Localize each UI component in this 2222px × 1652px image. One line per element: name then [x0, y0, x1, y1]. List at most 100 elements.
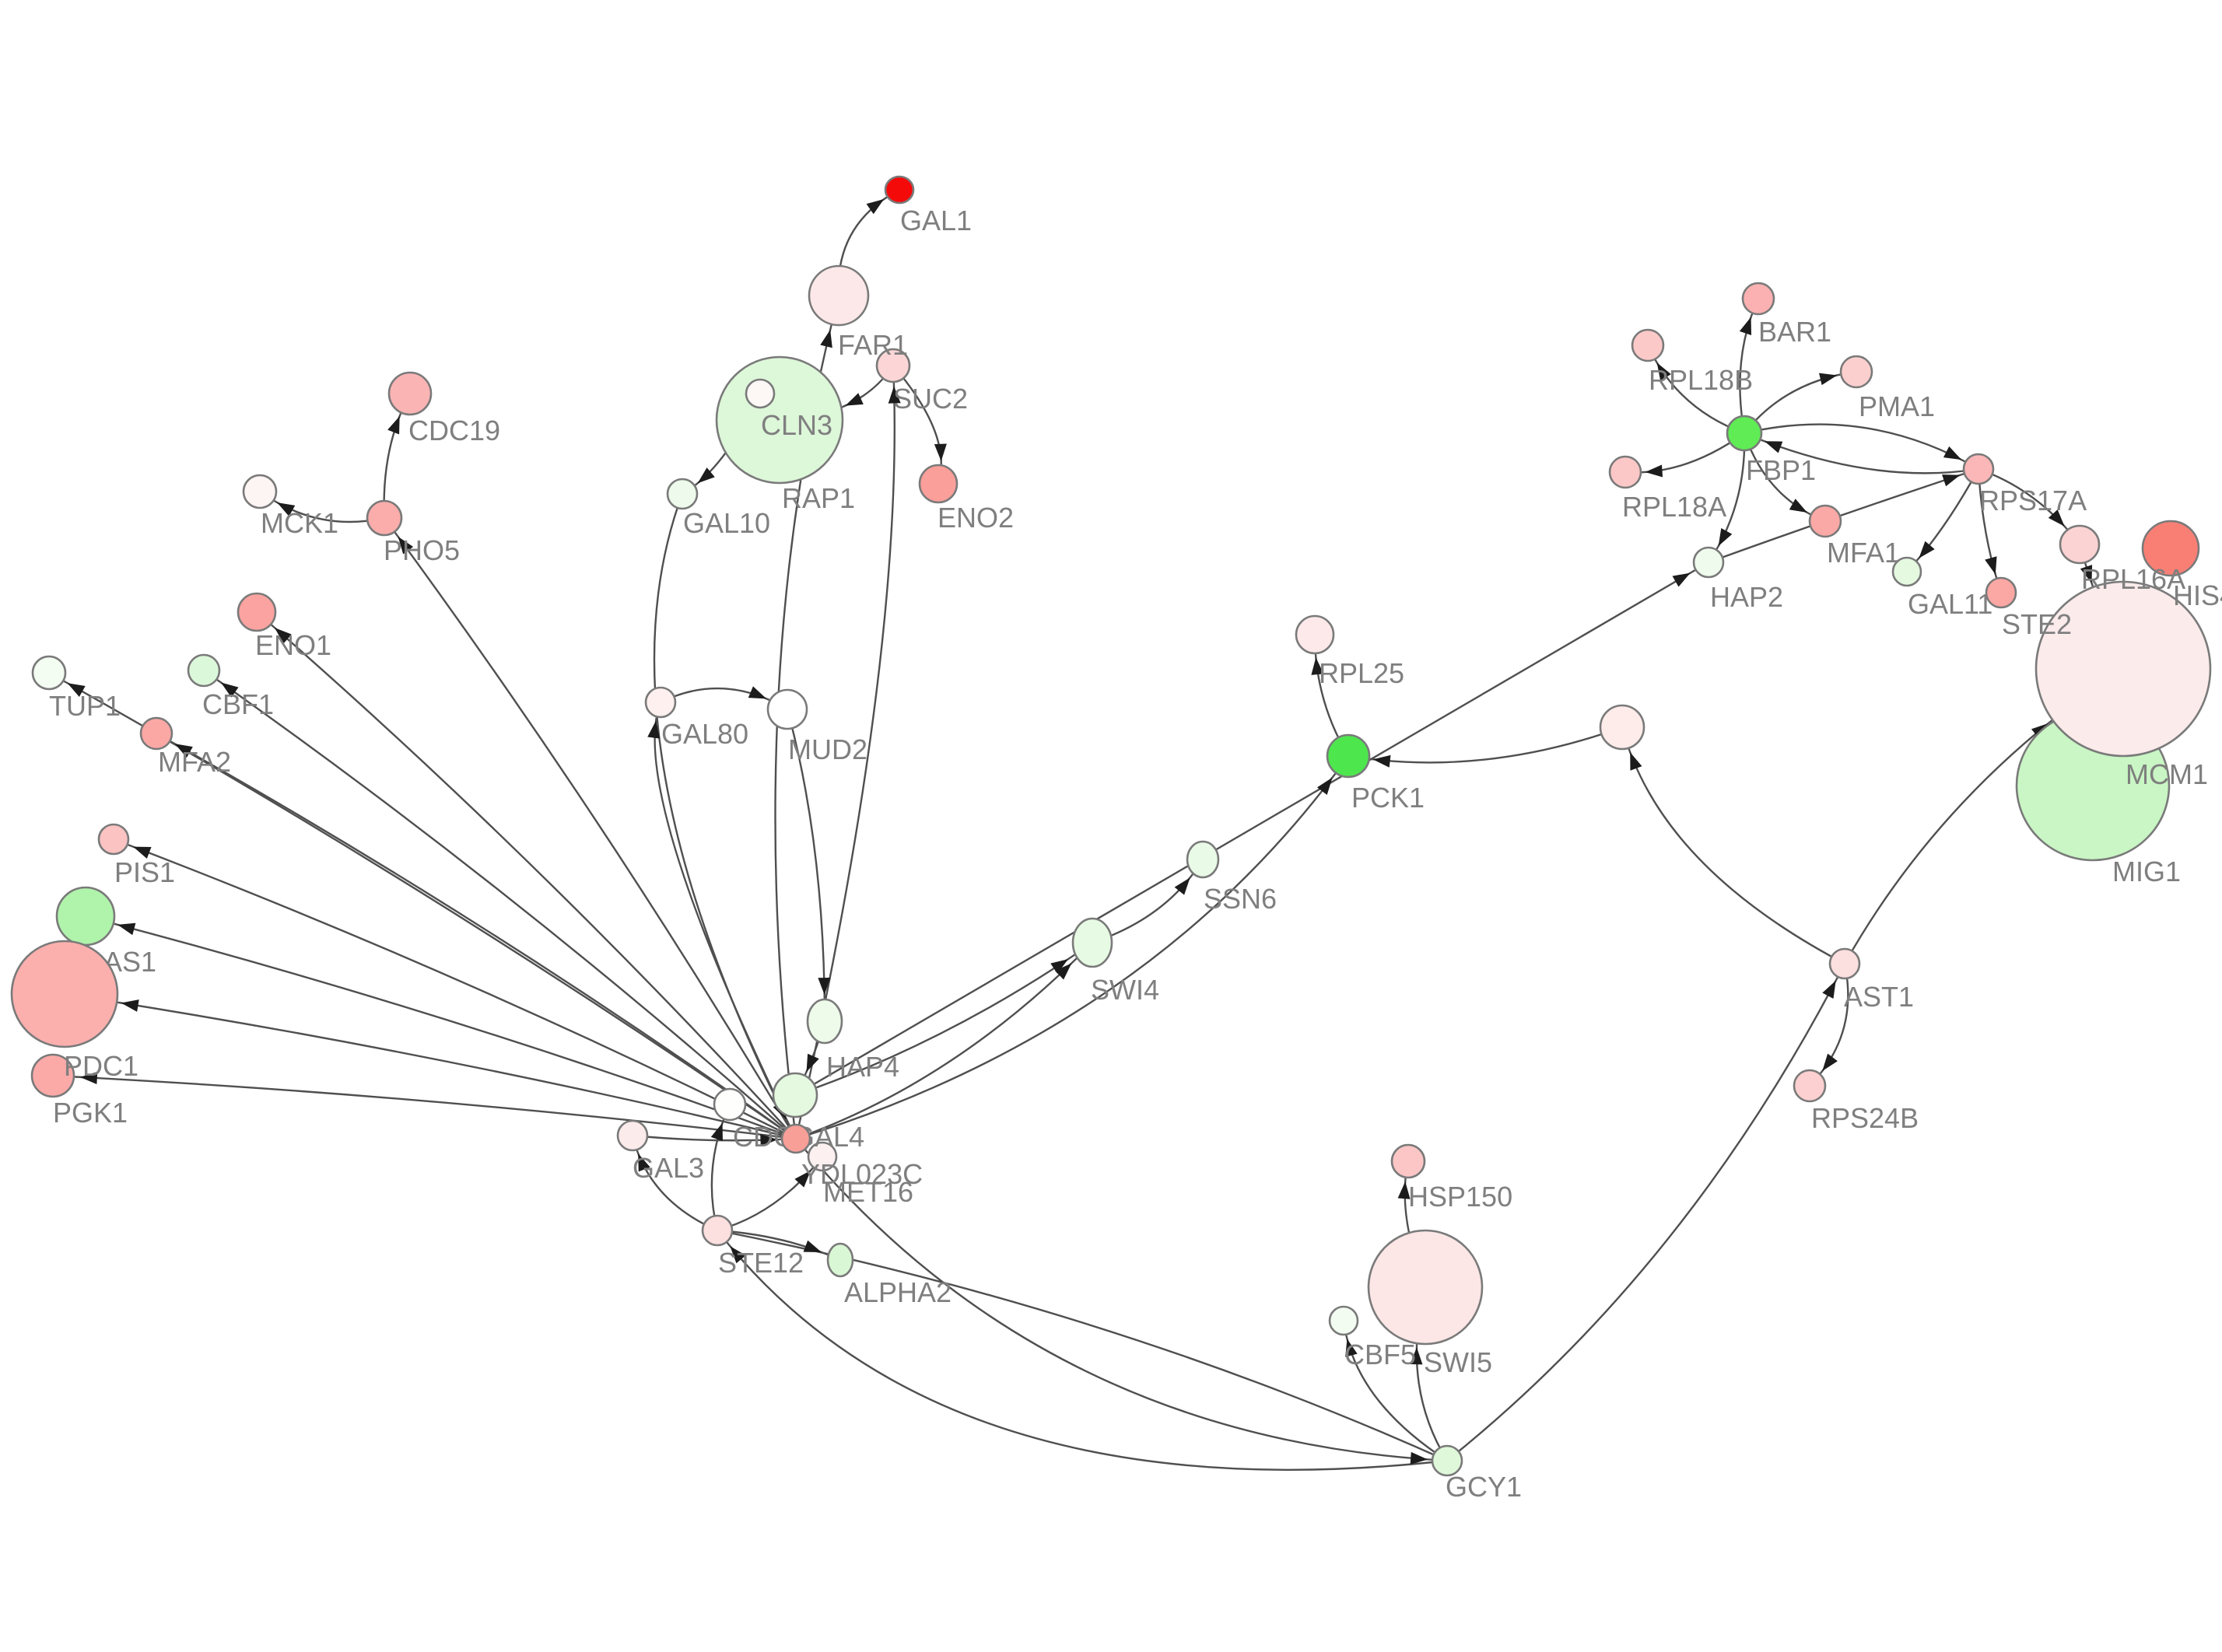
node-label-HAP4: HAP4 — [826, 1051, 899, 1083]
node-MFA1[interactable] — [1808, 504, 1842, 538]
node-label-MIG1: MIG1 — [2112, 856, 2181, 887]
arrowhead-RPS17A-GAL11 — [1919, 541, 1935, 558]
arrowhead-AST1-UNL1 — [1630, 752, 1642, 771]
arrowhead-GAL4-SWI4 — [1050, 959, 1068, 974]
node-FAR1[interactable] — [808, 264, 870, 327]
node-label-RPL16A: RPL16A — [2081, 563, 2185, 595]
node-MUD2[interactable] — [766, 688, 808, 730]
node-label-STE12: STE12 — [718, 1247, 804, 1279]
edge-YDL023C-PHO5 — [384, 517, 797, 1139]
node-RPS24B[interactable] — [1793, 1069, 1827, 1103]
edge-YDL023C-PDC1 — [64, 992, 797, 1140]
node-YDL023C[interactable] — [780, 1123, 811, 1154]
arrowhead-FAR1-GAL1 — [866, 199, 885, 215]
node-label-PHO5: PHO5 — [384, 534, 460, 566]
node-label-RPS24B: RPS24B — [1811, 1102, 1919, 1134]
node-PDC1[interactable] — [10, 940, 119, 1048]
arrowhead-SWI4-SSN6 — [1174, 877, 1190, 895]
node-GAL3[interactable] — [616, 1119, 649, 1152]
node-CBF1[interactable] — [187, 653, 221, 688]
node-label-FBP1: FBP1 — [1746, 454, 1816, 486]
arrowhead-FBP1-RPS17A — [1943, 446, 1962, 460]
edge-GAL4-SWI4 — [794, 942, 1093, 1097]
arrowhead-YDL023C-TUP1 — [67, 683, 86, 697]
node-CDC6[interactable] — [713, 1087, 747, 1122]
node-label-PGK1: PGK1 — [53, 1097, 128, 1129]
node-label-MUD2: MUD2 — [788, 733, 867, 765]
node-STE12[interactable] — [701, 1214, 734, 1247]
node-RPL25[interactable] — [1295, 614, 1335, 655]
edge-YDL023C-PCK1 — [795, 755, 1349, 1140]
node-BAR1[interactable] — [1741, 282, 1775, 316]
node-RAS1[interactable] — [55, 886, 116, 947]
node-RPL18A[interactable] — [1608, 455, 1642, 489]
node-MCK1[interactable] — [242, 474, 278, 509]
node-RPL16A[interactable] — [2059, 524, 2101, 565]
node-label-GAL11: GAL11 — [1908, 588, 1992, 620]
arrowhead-SUC2-CLN3 — [845, 393, 864, 406]
node-unlabeled[interactable] — [1599, 704, 1645, 751]
node-ALPHA2[interactable] — [826, 1242, 854, 1278]
node-GAL4[interactable] — [772, 1072, 818, 1118]
node-SWI4[interactable] — [1071, 917, 1113, 968]
node-SSN6[interactable] — [1186, 840, 1220, 879]
node-CDC19[interactable] — [387, 371, 433, 416]
edge-MUD2-HAP4 — [786, 709, 826, 1022]
arrowhead-YDL023C-PCK1 — [1316, 777, 1333, 796]
node-STE2[interactable] — [1985, 576, 2017, 609]
node-PGK1[interactable] — [30, 1053, 75, 1098]
node-HSP150[interactable] — [1390, 1143, 1426, 1179]
node-TUP1[interactable] — [31, 655, 67, 691]
node-PHO5[interactable] — [366, 499, 403, 537]
node-PIS1[interactable] — [97, 823, 130, 856]
node-label-RAP1: RAP1 — [782, 482, 855, 514]
node-CBF5[interactable] — [1328, 1305, 1359, 1336]
arrowhead-GAL3-YDL023C — [760, 1134, 778, 1147]
node-label-CDC19: CDC19 — [408, 415, 500, 446]
node-label-PDC1: PDC1 — [64, 1050, 138, 1082]
node-MET16[interactable] — [807, 1141, 838, 1172]
arrowhead-YDL023C-PIS1 — [133, 846, 152, 859]
arrowhead-YDL023C-GAL80 — [647, 720, 661, 739]
node-PCK1[interactable] — [1326, 733, 1371, 779]
node-GAL10[interactable] — [666, 478, 699, 510]
node-label-HAP2: HAP2 — [1710, 581, 1783, 613]
arrowhead-YDL023C-SUC2 — [888, 386, 901, 404]
node-label-TUP1: TUP1 — [49, 690, 121, 722]
node-HIS4[interactable] — [2141, 520, 2200, 577]
node-HAP4[interactable] — [806, 998, 843, 1045]
node-HAP2[interactable] — [1692, 546, 1725, 579]
node-GCY1[interactable] — [1431, 1444, 1463, 1477]
node-label-CLN3: CLN3 — [761, 409, 832, 441]
node-label-MFA2: MFA2 — [158, 746, 231, 778]
node-RPS17A[interactable] — [1962, 453, 1995, 485]
node-ENO2[interactable] — [918, 464, 959, 504]
node-GAL80[interactable] — [644, 686, 677, 719]
arrowhead-YDL023C-GCY1 — [1410, 1451, 1428, 1465]
node-label-MCK1: MCK1 — [261, 507, 338, 539]
arrowhead-STE12-GAL3 — [638, 1153, 650, 1172]
arrowhead-GCY1-STE12 — [730, 1246, 746, 1264]
node-label-YDL023C: YDL023C — [801, 1158, 923, 1190]
node-label-MFA1: MFA1 — [1827, 537, 1900, 569]
node-MFA2[interactable] — [139, 716, 173, 751]
node-MCM1[interactable] — [2034, 580, 2212, 758]
node-SUC2[interactable] — [875, 348, 911, 383]
node-SWI5[interactable] — [1367, 1229, 1484, 1346]
arrowhead-PCK1-RPL25 — [1311, 657, 1324, 675]
node-GAL11[interactable] — [1891, 556, 1922, 587]
node-FBP1[interactable] — [1726, 415, 1763, 452]
node-RAP1[interactable] — [745, 378, 776, 409]
arrowhead-RPS17A-RPL16A — [2048, 509, 2065, 527]
node-label-HSP150: HSP150 — [1408, 1181, 1512, 1213]
node-GAL1[interactable] — [884, 175, 915, 205]
node-RPL18B[interactable] — [1631, 328, 1665, 362]
arrowhead-FBP1-BAR1 — [1739, 317, 1752, 335]
node-label-ENO2: ENO2 — [938, 502, 1014, 534]
node-PMA1[interactable] — [1839, 355, 1873, 389]
node-AST1[interactable] — [1828, 947, 1861, 980]
node-ENO1[interactable] — [237, 592, 277, 632]
edge-YDL023C-PIS1 — [113, 838, 797, 1140]
arrowhead-YDL023C-PHO5 — [398, 536, 414, 555]
arrowhead-FBP1-HAP2 — [1718, 528, 1733, 547]
